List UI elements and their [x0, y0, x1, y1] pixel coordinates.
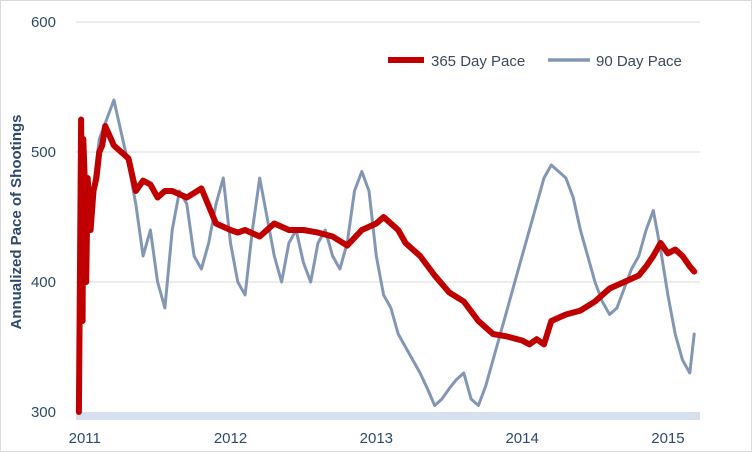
x-tick-label: 2014 — [505, 430, 538, 447]
x-tick-label: 2011 — [69, 430, 101, 447]
series-lines — [75, 98, 698, 415]
series-line-365-day-pace — [75, 116, 698, 415]
x-axis-ticks: 2011 2012 2013 2014 2015 — [69, 430, 685, 447]
x-axis-band — [76, 412, 700, 420]
y-tick-label: 500 — [31, 144, 56, 161]
x-tick-label: 2012 — [214, 430, 247, 447]
x-tick-label: 2013 — [360, 430, 393, 447]
y-axis-title: Annualized Pace of Shootings — [8, 114, 25, 329]
y-tick-label: 300 — [31, 404, 56, 421]
x-tick-label: 2015 — [651, 430, 684, 447]
series-line-90-day-pace — [83, 98, 696, 407]
y-tick-label: 400 — [31, 274, 56, 291]
legend-label-365-day-pace: 365 Day Pace — [431, 53, 525, 70]
y-tick-label: 600 — [31, 14, 56, 31]
legend: 365 Day Pace 90 Day Pace — [388, 53, 682, 70]
y-axis-ticks: 300 400 500 600 — [31, 14, 56, 421]
legend-label-90-day-pace: 90 Day Pace — [596, 53, 682, 70]
